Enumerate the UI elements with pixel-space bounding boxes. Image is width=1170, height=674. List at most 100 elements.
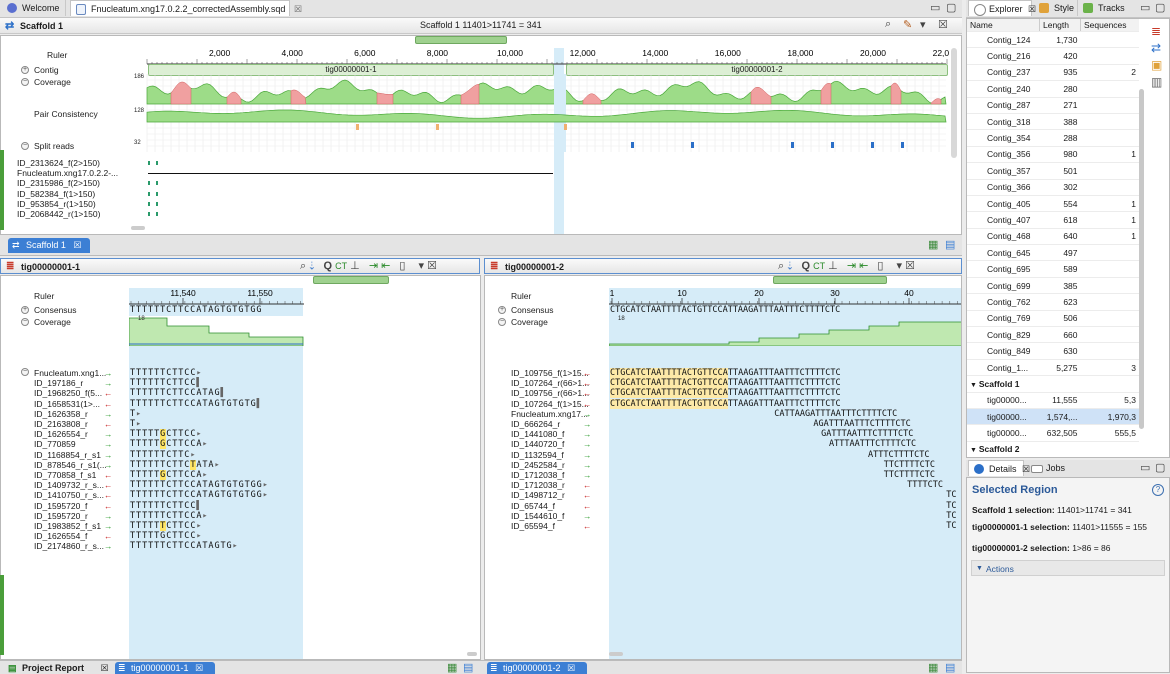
- right-collapse-coverage-icon[interactable]: −: [498, 318, 506, 326]
- read-sequence[interactable]: CATTAAGATTTAATTTCTTTTCTC: [774, 409, 897, 419]
- read-name[interactable]: ID_770858_f_s1: [34, 470, 96, 480]
- right-close-icon[interactable]: ☒: [905, 260, 915, 272]
- scaffold-read-mark[interactable]: [148, 192, 158, 196]
- left-close-icon[interactable]: ☒: [427, 260, 437, 272]
- scaffold-scroll-thumb[interactable]: [415, 36, 507, 44]
- read-sequence[interactable]: ATTTCTTTTCTC: [868, 450, 930, 460]
- read-name[interactable]: ID_1626358_r: [34, 409, 88, 419]
- read-sequence[interactable]: TTTTTTCTTCCATAGTGTGTGG▸: [130, 480, 269, 490]
- close-right-contig-tab-icon[interactable]: ☒: [567, 663, 575, 673]
- read-sequence[interactable]: TTCTTTTCTC: [884, 460, 935, 470]
- tab-right-contig[interactable]: ≣ tig00000001-2 ☒: [487, 662, 587, 674]
- read-sequence[interactable]: CTGCATCTAATTTTACTGTTCCATTAAGATTTAATTTCTT…: [610, 388, 841, 398]
- read-name[interactable]: ID_1658531(1>...: [34, 399, 100, 409]
- read-sequence[interactable]: TTTTTGCTTCC▸: [130, 429, 202, 439]
- page-icon[interactable]: ▯: [399, 260, 405, 272]
- read-sequence[interactable]: TC: [946, 501, 956, 511]
- scaffold-read-mark[interactable]: [148, 181, 158, 185]
- read-name[interactable]: ID_2174860_r_s...: [34, 541, 104, 551]
- read-name[interactable]: ID_666264_r: [511, 419, 560, 429]
- tab-explorer[interactable]: Explorer ☒: [968, 0, 1032, 16]
- view-menu-icon[interactable]: ▾: [920, 18, 926, 31]
- left-collapse-coverage-icon[interactable]: −: [21, 318, 29, 326]
- layout-icon-3[interactable]: ▤: [945, 661, 955, 674]
- read-sequence[interactable]: TTTTTGCTTCCA▸: [130, 439, 208, 449]
- read-name[interactable]: ID_1498712_r: [511, 490, 565, 500]
- search-icon[interactable]: ⌕: [300, 260, 306, 272]
- close-report-icon[interactable]: ☒: [101, 663, 109, 673]
- scaffold-read-mark[interactable]: [148, 173, 553, 174]
- collapse-split-icon[interactable]: −: [21, 142, 29, 150]
- col-length[interactable]: Length: [1040, 19, 1081, 32]
- vertical-scrollbar[interactable]: [951, 48, 957, 158]
- package-icon[interactable]: ▣: [1151, 57, 1167, 74]
- read-name[interactable]: Fnucleatum.xng1...: [34, 368, 106, 378]
- right-scroll-thumb[interactable]: [773, 276, 887, 284]
- explorer-row[interactable]: tig00000...1,574,...1,970,3: [967, 408, 1139, 424]
- left-scroll-thumb[interactable]: [313, 276, 389, 284]
- read-sequence[interactable]: CTGCATCTAATTTTACTGTTCCATTAAGATTTAATTTCTT…: [610, 368, 841, 378]
- page-icon-2[interactable]: ▯: [877, 260, 883, 272]
- explorer-scrollbar[interactable]: [1139, 89, 1144, 429]
- search-icon-2[interactable]: ⌕: [778, 260, 784, 272]
- read-name[interactable]: ID_1410750_r_s...: [34, 490, 104, 500]
- explorer-minimize-icon[interactable]: ▭: [1140, 1, 1150, 14]
- read-sequence[interactable]: TTTTTTCTTCC▌: [130, 501, 202, 511]
- read-name[interactable]: ID_1968250_f(5...: [34, 388, 102, 398]
- read-sequence[interactable]: CTGCATCTAATTTTACTGTTCCATTAAGATTTAATTTCTT…: [610, 399, 841, 409]
- read-name[interactable]: ID_1983852_f_s1: [34, 521, 101, 531]
- read-name[interactable]: ID_109756_f(1>15...: [511, 368, 589, 378]
- find-icon-2[interactable]: Q: [801, 260, 810, 272]
- read-name[interactable]: ID_1132594_f: [511, 450, 564, 460]
- read-name[interactable]: ID_2452584_r: [511, 460, 565, 470]
- tab-jobs[interactable]: Jobs: [1026, 460, 1070, 476]
- read-sequence[interactable]: AGATTTAATTTCTTTTCTC: [813, 419, 910, 429]
- read-sequence[interactable]: TTCTTTTCTC: [884, 470, 935, 480]
- help-icon[interactable]: ?: [1152, 484, 1164, 496]
- details-maximize-icon[interactable]: ▢: [1155, 461, 1165, 474]
- list-icon[interactable]: ≣: [1151, 23, 1167, 40]
- close-view-icon[interactable]: ☒: [938, 18, 948, 31]
- read-sequence[interactable]: ATTTAATTTCTTTTCTC: [829, 439, 916, 449]
- tab-left-contig[interactable]: ≣ tig00000001-1 ☒: [115, 662, 215, 674]
- close-tab-icon[interactable]: ☒: [294, 4, 302, 14]
- sort-icon[interactable]: ⇣: [309, 260, 314, 272]
- read-sequence[interactable]: TTTTTTCTTCTATA▸: [130, 460, 220, 470]
- find-icon[interactable]: Q: [323, 260, 332, 272]
- read-sequence[interactable]: TTTTTTCTTCCA▸: [130, 511, 208, 521]
- read-name[interactable]: ID_109756_r(66>1...: [511, 388, 589, 398]
- read-name[interactable]: ID_65594_f: [511, 521, 555, 531]
- align-icon[interactable]: ⊥: [350, 260, 360, 272]
- scroll-indicator[interactable]: [131, 226, 145, 230]
- read-sequence[interactable]: TTTTTTCTTCCATAG▌: [130, 388, 227, 398]
- read-name[interactable]: ID_1626554_f: [34, 531, 87, 541]
- explorer-maximize-icon[interactable]: ▢: [1155, 1, 1165, 14]
- read-sequence[interactable]: TTTTTTCTTCC▌: [130, 378, 202, 388]
- scaffold-read-label[interactable]: ID_2315986_f(2>150): [17, 178, 100, 188]
- read-sequence[interactable]: TTTTTTCTTCCATAGTGTGTG▌: [130, 399, 263, 409]
- read-name[interactable]: ID_1409732_r_s...: [34, 480, 104, 490]
- read-sequence[interactable]: TTTTCTC: [907, 480, 943, 490]
- read-sequence[interactable]: TC: [946, 490, 956, 500]
- read-sequence[interactable]: TTTTTTCTTCC▸: [130, 521, 202, 531]
- read-name[interactable]: ID_770859: [34, 439, 76, 449]
- tab-tracks[interactable]: Tracks: [1078, 0, 1130, 16]
- scaffold-read-mark[interactable]: [148, 212, 158, 216]
- right-view-menu-icon[interactable]: ▾: [897, 260, 903, 272]
- goto-start-icon-2[interactable]: ⇤: [859, 260, 868, 272]
- left-expand-consensus-icon[interactable]: +: [21, 306, 29, 314]
- grid-view-icon[interactable]: ▦: [928, 238, 938, 251]
- read-name[interactable]: ID_1712038_r: [511, 480, 565, 490]
- right-expand-consensus-icon[interactable]: +: [498, 306, 506, 314]
- scaffold-read-label[interactable]: Fnucleatum.xng17.0.2.2-...: [17, 168, 118, 178]
